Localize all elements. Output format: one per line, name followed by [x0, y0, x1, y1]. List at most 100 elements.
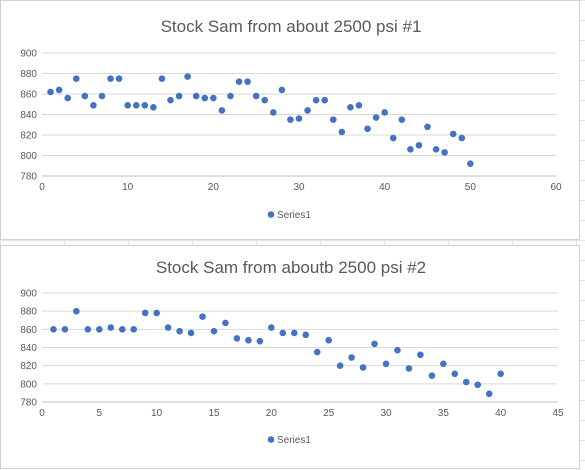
chart-2-data-point[interactable] — [290, 329, 298, 337]
chart-2[interactable]: Stock Sam from aboutb 2500 psi #2 780 800 8… — [0, 245, 580, 469]
chart-2-data-point[interactable] — [176, 327, 183, 335]
chart-2-data-point[interactable] — [485, 390, 493, 398]
chart-1-data-point[interactable] — [381, 109, 388, 116]
chart-1-data-point[interactable] — [312, 96, 320, 104]
chart-1-data-point[interactable] — [64, 94, 71, 102]
chart-2-data-point[interactable] — [451, 370, 459, 378]
chart-1-data-point[interactable] — [132, 101, 140, 109]
chart-2-data-point[interactable] — [164, 324, 172, 331]
chart-2-data-point[interactable] — [256, 337, 264, 345]
chart-1-data-point[interactable] — [467, 160, 474, 167]
chart-1-data-point[interactable] — [175, 92, 183, 100]
chart-1-y-tick-label: 820 — [20, 131, 37, 142]
chart-1-data-point[interactable] — [55, 86, 63, 94]
chart-1-data-point[interactable] — [227, 92, 234, 100]
chart-1-data-point[interactable] — [329, 116, 337, 123]
chart-1-data-point[interactable] — [192, 92, 200, 100]
chart-2-data-point[interactable] — [313, 348, 321, 356]
chart-1-data-point[interactable] — [201, 94, 209, 102]
chart-1-data-point[interactable] — [295, 115, 303, 122]
chart-1-data-point[interactable] — [184, 73, 191, 80]
chart-2-data-point[interactable] — [50, 326, 57, 333]
chart-2-x-tick-label: 25 — [323, 408, 335, 419]
chart-1-data-point[interactable] — [424, 123, 431, 131]
chart-2-data-point[interactable] — [130, 326, 138, 333]
chart-1-data-point[interactable] — [252, 92, 260, 100]
chart-2-data-point[interactable] — [497, 370, 504, 378]
chart-1-data-point[interactable] — [261, 96, 269, 104]
chart-1-data-point[interactable] — [432, 146, 440, 153]
chart-2-data-point[interactable] — [245, 336, 252, 344]
chart-2-data-point[interactable] — [279, 329, 287, 337]
chart-2-data-point[interactable] — [233, 335, 241, 342]
chart-1-y-tick-label: 900 — [20, 49, 37, 60]
chart-1-data-point[interactable] — [235, 78, 243, 85]
chart-2-data-point[interactable] — [153, 309, 160, 317]
chart-1-data-point[interactable] — [458, 134, 466, 142]
chart-2-data-point[interactable] — [462, 378, 470, 386]
chart-1-data-point[interactable] — [355, 101, 363, 109]
chart-1-data-point[interactable] — [124, 101, 131, 109]
chart-2-data-point[interactable] — [107, 324, 115, 331]
chart-1-data-point[interactable] — [287, 116, 294, 123]
chart-2-data-point[interactable] — [440, 360, 447, 368]
chart-1-data-point[interactable] — [270, 109, 277, 116]
chart-2-data-point[interactable] — [417, 351, 424, 359]
chart-1-data-point[interactable] — [321, 96, 329, 104]
chart-2-data-point[interactable] — [394, 346, 401, 354]
chart-1-data-point[interactable] — [218, 107, 226, 114]
chart-2-data-point[interactable] — [428, 372, 436, 379]
chart-2-data-point[interactable] — [141, 309, 149, 317]
chart-2-data-point[interactable] — [474, 381, 482, 389]
chart-1-data-point[interactable] — [347, 104, 354, 111]
chart-1-data-point[interactable] — [372, 114, 380, 121]
chart-1-data-point[interactable] — [141, 101, 149, 109]
chart-1-data-point[interactable] — [407, 146, 414, 153]
chart-1-data-point[interactable] — [389, 134, 397, 142]
chart-1-data-point[interactable] — [167, 96, 174, 104]
chart-2-data-point[interactable] — [222, 319, 229, 327]
chart-1-data-point[interactable] — [210, 94, 217, 102]
chart-1-data-point[interactable] — [415, 141, 423, 149]
chart-1-data-point[interactable] — [115, 75, 123, 82]
chart-1-data-point[interactable] — [449, 130, 457, 138]
chart-1-data-point[interactable] — [364, 125, 371, 133]
chart-2-svg: Stock Sam from aboutb 2500 psi #2 780 800 8… — [20, 258, 564, 446]
chart-2-data-point[interactable] — [302, 331, 310, 339]
chart-1-data-point[interactable] — [158, 75, 166, 82]
chart-1[interactable]: Stock Sam from about 2500 psi #1 780 800 82… — [0, 0, 580, 240]
chart-2-y-tick-label: 800 — [20, 379, 37, 390]
chart-2-data-point[interactable] — [405, 365, 413, 372]
chart-2-data-point[interactable] — [210, 327, 218, 335]
chart-2-data-point[interactable] — [348, 354, 355, 361]
chart-2-data-point[interactable] — [382, 360, 390, 368]
chart-1-data-point[interactable] — [244, 78, 251, 85]
chart-2-data-point[interactable] — [325, 336, 332, 344]
chart-2-data-point[interactable] — [84, 326, 92, 333]
chart-1-data-point[interactable] — [338, 128, 346, 136]
chart-1-data-point[interactable] — [72, 75, 80, 82]
chart-2-data-point[interactable] — [371, 340, 378, 348]
chart-1-data-point[interactable] — [304, 107, 311, 114]
chart-1-data-point[interactable] — [90, 101, 97, 109]
chart-2-data-point[interactable] — [118, 326, 126, 333]
chart-1-data-point[interactable] — [150, 104, 157, 111]
chart-1-data-point[interactable] — [398, 116, 406, 123]
chart-2-y-tick-label: 820 — [20, 361, 37, 372]
chart-2-data-point[interactable] — [359, 364, 367, 371]
chart-1-data-point[interactable] — [107, 75, 114, 82]
chart-1-data-point[interactable] — [278, 86, 286, 94]
chart-1-data-point[interactable] — [47, 88, 54, 96]
chart-1-data-point[interactable] — [441, 149, 448, 156]
chart-1-data-point[interactable] — [98, 92, 106, 100]
chart-2-data-point[interactable] — [73, 307, 80, 315]
chart-2-data-point[interactable] — [268, 324, 275, 331]
chart-2-data-point[interactable] — [61, 326, 69, 333]
chart-2-data-point[interactable] — [199, 313, 206, 320]
chart-1-y-tick-label: 840 — [20, 110, 37, 121]
chart-1-data-point[interactable] — [81, 92, 89, 100]
chart-2-data-point[interactable] — [96, 326, 103, 333]
chart-2-legend-marker — [267, 436, 275, 443]
chart-2-data-point[interactable] — [187, 329, 195, 337]
chart-2-data-point[interactable] — [336, 362, 344, 369]
